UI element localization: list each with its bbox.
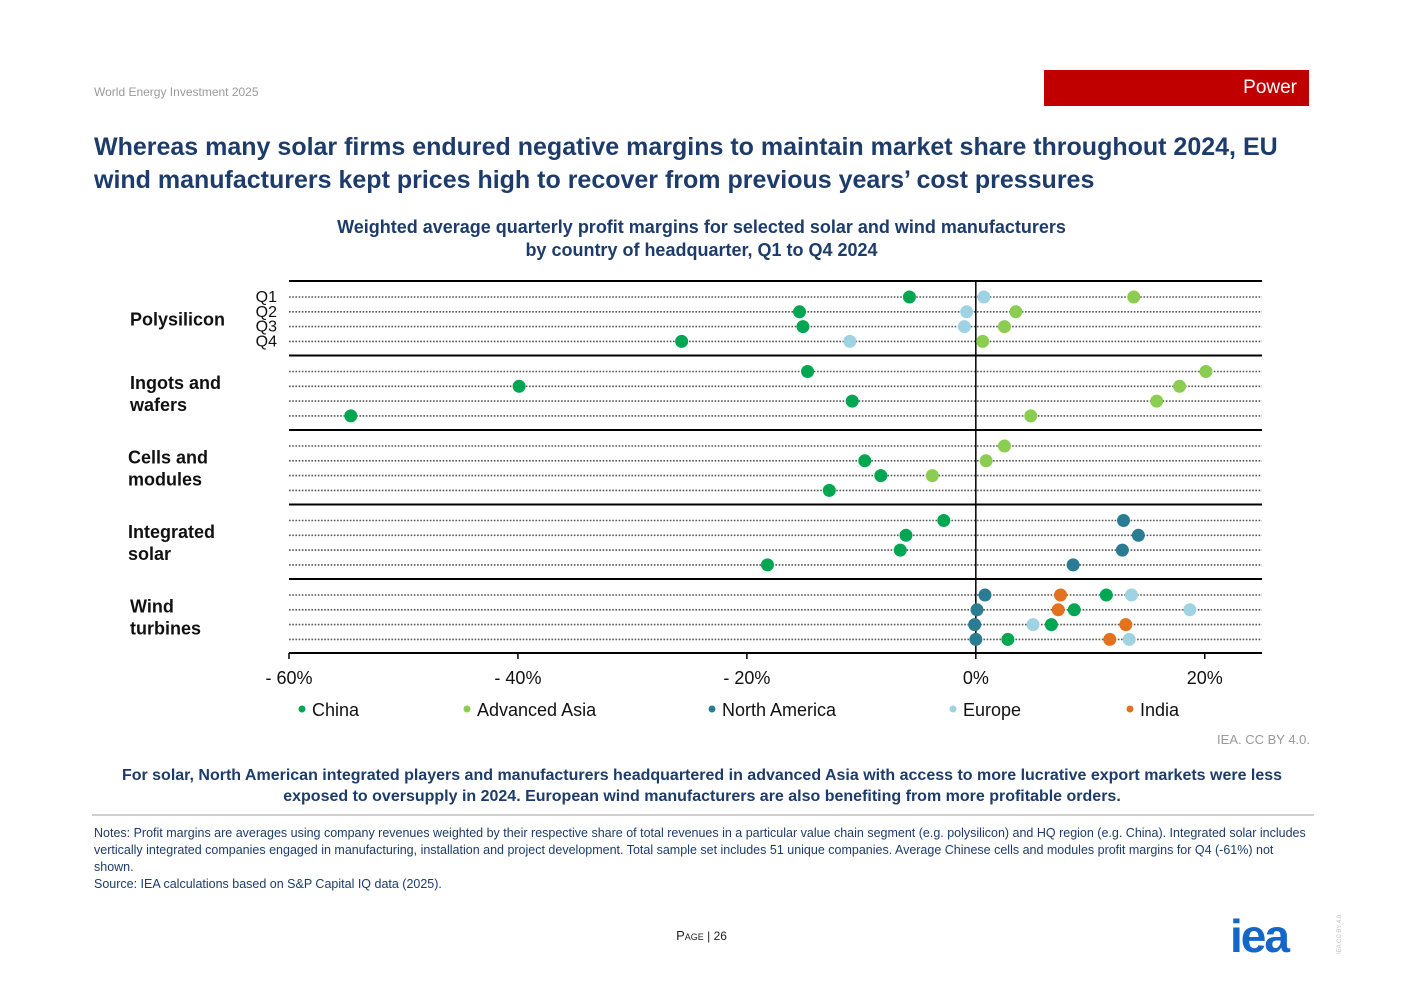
x-tick-label: - 40% bbox=[494, 668, 541, 688]
data-point-north-america bbox=[1116, 514, 1130, 527]
legend-label: China bbox=[312, 700, 360, 720]
group-label: Cells and bbox=[128, 447, 208, 467]
data-point-china bbox=[845, 394, 859, 408]
data-point-china bbox=[858, 454, 872, 468]
x-tick-label: 20% bbox=[1187, 668, 1223, 688]
chart-title-line-1: Weighted average quarterly profit margin… bbox=[337, 217, 1066, 237]
data-point-north-america bbox=[969, 632, 983, 646]
data-point-china bbox=[1044, 618, 1058, 632]
quarter-label: Q2 bbox=[256, 304, 277, 321]
data-point-china bbox=[801, 365, 815, 378]
data-point-north-america bbox=[978, 588, 992, 602]
cc-watermark: IEA. CC BY 4.0. bbox=[1217, 732, 1310, 747]
page-separator: | bbox=[703, 929, 714, 943]
data-point-advanced-asia bbox=[1024, 409, 1038, 423]
data-point-europe bbox=[957, 320, 971, 334]
page-title: Whereas many solar firms endured negativ… bbox=[94, 133, 1278, 194]
divider bbox=[92, 814, 1314, 816]
data-point-china bbox=[1099, 588, 1113, 602]
chart-title-line-2: by country of headquarter, Q1 to Q4 2024 bbox=[525, 240, 878, 260]
data-point-china bbox=[512, 379, 526, 393]
legend-label: North America bbox=[722, 700, 837, 720]
legend-label: India bbox=[1140, 700, 1180, 720]
group-label: Wind bbox=[130, 596, 174, 616]
data-point-advanced-asia bbox=[1150, 394, 1164, 408]
group-label: Polysilicon bbox=[130, 309, 225, 329]
data-point-europe bbox=[977, 290, 991, 304]
chart-caption: For solar, North American integrated pla… bbox=[121, 767, 1283, 805]
legend-label: Advanced Asia bbox=[477, 700, 597, 720]
data-point-europe bbox=[1183, 603, 1197, 617]
data-point-china bbox=[874, 469, 888, 483]
data-point-advanced-asia bbox=[925, 469, 939, 483]
data-point-advanced-asia bbox=[1127, 290, 1141, 304]
data-point-china bbox=[902, 290, 916, 304]
data-point-north-america bbox=[1131, 528, 1145, 542]
data-point-india bbox=[1119, 618, 1133, 632]
data-point-advanced-asia bbox=[979, 454, 993, 468]
side-license: IEA CC BY 4.0 bbox=[1337, 914, 1343, 954]
x-tick-label: - 20% bbox=[723, 668, 770, 688]
data-point-china bbox=[893, 543, 907, 557]
data-point-europe bbox=[843, 334, 857, 348]
group-label: wafers bbox=[129, 395, 187, 415]
legend-marker bbox=[949, 705, 957, 713]
legend-label: Europe bbox=[963, 700, 1021, 720]
data-point-advanced-asia bbox=[976, 334, 990, 348]
notes: Notes: Profit margins are averages using… bbox=[94, 826, 1306, 874]
page-number-value: 26 bbox=[713, 929, 727, 943]
data-point-north-america bbox=[1066, 558, 1080, 572]
page-number: Page | 26 bbox=[0, 928, 1403, 943]
data-point-china bbox=[760, 558, 774, 572]
data-point-north-america bbox=[968, 618, 982, 632]
legend-marker bbox=[298, 705, 306, 713]
data-point-india bbox=[1054, 588, 1068, 602]
group-label: turbines bbox=[130, 618, 201, 638]
data-point-china bbox=[675, 334, 689, 348]
data-point-china bbox=[1001, 632, 1015, 646]
data-point-advanced-asia bbox=[997, 320, 1011, 334]
data-point-china bbox=[1067, 603, 1081, 617]
data-point-china bbox=[796, 320, 810, 334]
source: Source: IEA calculations based on S&P Ca… bbox=[94, 877, 442, 891]
data-point-advanced-asia bbox=[1173, 379, 1187, 393]
data-point-europe bbox=[1122, 632, 1136, 646]
report-name: World Energy Investment 2025 bbox=[94, 85, 259, 99]
data-point-north-america bbox=[1115, 543, 1129, 557]
quarter-label: Q4 bbox=[256, 333, 277, 350]
section-badge: Power bbox=[1044, 70, 1309, 106]
legend-marker bbox=[1126, 705, 1134, 713]
data-point-china bbox=[822, 483, 836, 497]
data-point-europe bbox=[1026, 618, 1040, 632]
data-point-advanced-asia bbox=[1199, 365, 1213, 378]
iea-logo: iea bbox=[1230, 910, 1290, 962]
data-point-advanced-asia bbox=[997, 439, 1011, 453]
data-point-advanced-asia bbox=[1009, 305, 1023, 319]
chart-title: Weighted average quarterly profit margin… bbox=[200, 216, 1203, 262]
x-tick-label: 0% bbox=[963, 668, 989, 688]
legend-marker bbox=[463, 705, 471, 713]
data-point-north-america bbox=[970, 603, 984, 617]
group-label: Ingots and bbox=[130, 373, 221, 393]
data-point-india bbox=[1051, 603, 1065, 617]
data-point-europe bbox=[1125, 588, 1139, 602]
data-point-china bbox=[937, 514, 951, 527]
group-label: modules bbox=[128, 469, 202, 489]
data-point-china bbox=[899, 528, 913, 542]
legend-marker bbox=[708, 705, 716, 713]
x-tick-label: - 60% bbox=[265, 668, 312, 688]
data-point-china bbox=[793, 305, 807, 319]
quarter-label: Q3 bbox=[256, 319, 277, 336]
data-point-china bbox=[344, 409, 358, 423]
data-point-europe bbox=[960, 305, 974, 319]
group-label: solar bbox=[128, 544, 171, 564]
group-label: Integrated bbox=[128, 522, 215, 542]
quarter-label: Q1 bbox=[256, 289, 277, 306]
page-word: Page bbox=[676, 928, 704, 943]
data-point-india bbox=[1103, 632, 1117, 646]
